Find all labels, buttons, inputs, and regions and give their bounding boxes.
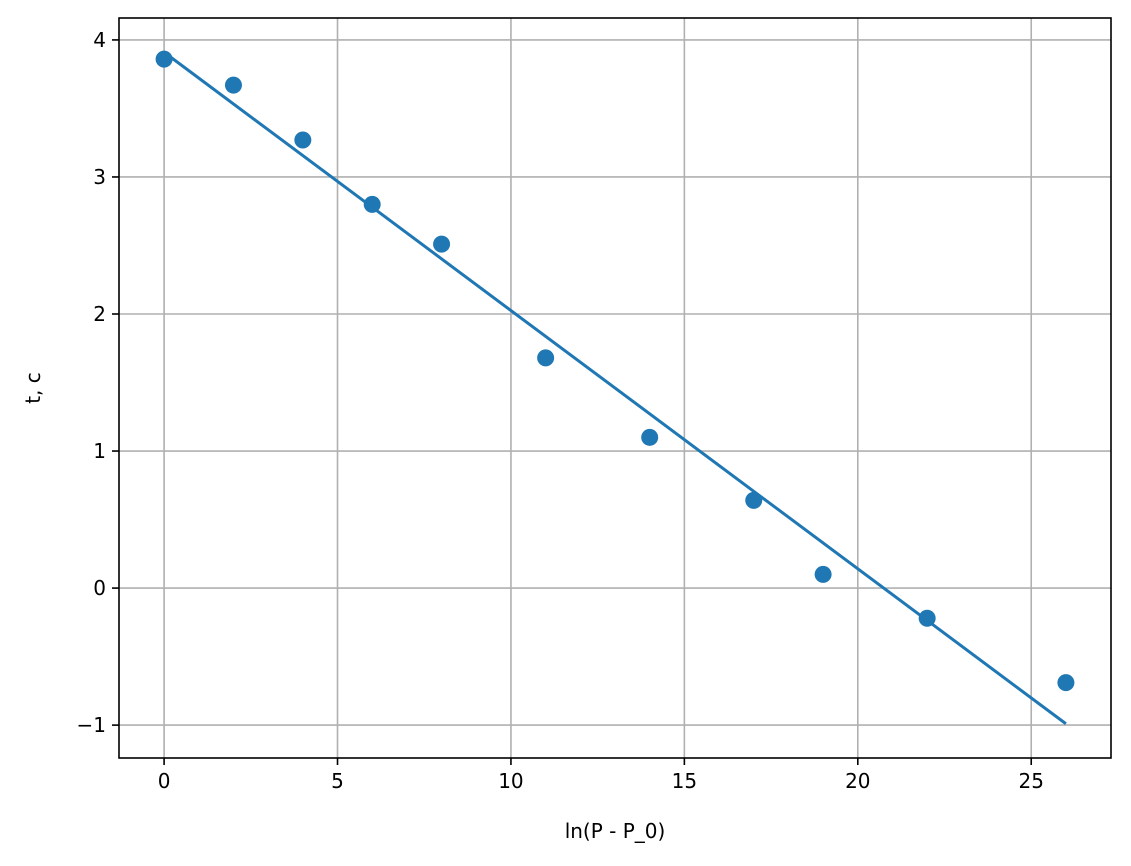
- y-tick-label: −1: [77, 713, 106, 737]
- data-point: [745, 491, 763, 509]
- y-axis-label: t, c: [21, 372, 45, 404]
- data-point: [433, 235, 451, 253]
- x-tick-label: 5: [331, 769, 344, 793]
- y-tick-label: 4: [93, 28, 106, 52]
- data-point: [224, 76, 242, 94]
- y-tick-label: 3: [93, 165, 106, 189]
- data-point: [1057, 674, 1075, 692]
- data-point: [918, 609, 936, 627]
- x-tick-label: 20: [845, 769, 870, 793]
- y-tick-label: 0: [93, 576, 106, 600]
- plot-frame: [118, 17, 1112, 759]
- x-tick-label: 25: [1018, 769, 1043, 793]
- x-tick-label: 10: [498, 769, 523, 793]
- data-point: [641, 428, 659, 446]
- data-point: [155, 50, 173, 68]
- data-point: [814, 565, 832, 583]
- data-point: [537, 349, 555, 367]
- grid: [119, 18, 1111, 758]
- y-tick-label: 1: [93, 439, 106, 463]
- fit-line: [163, 51, 1067, 725]
- x-tick-label: 0: [158, 769, 171, 793]
- plot-data: [155, 50, 1075, 725]
- ticks: 0 5 10 15 20 25 −1 0 1 2 3 4: [77, 28, 1044, 793]
- data-point: [363, 195, 381, 213]
- data-point: [294, 131, 312, 149]
- y-tick-label: 2: [93, 302, 106, 326]
- x-tick-label: 15: [672, 769, 697, 793]
- x-axis-label: ln(P - P_0): [565, 819, 666, 843]
